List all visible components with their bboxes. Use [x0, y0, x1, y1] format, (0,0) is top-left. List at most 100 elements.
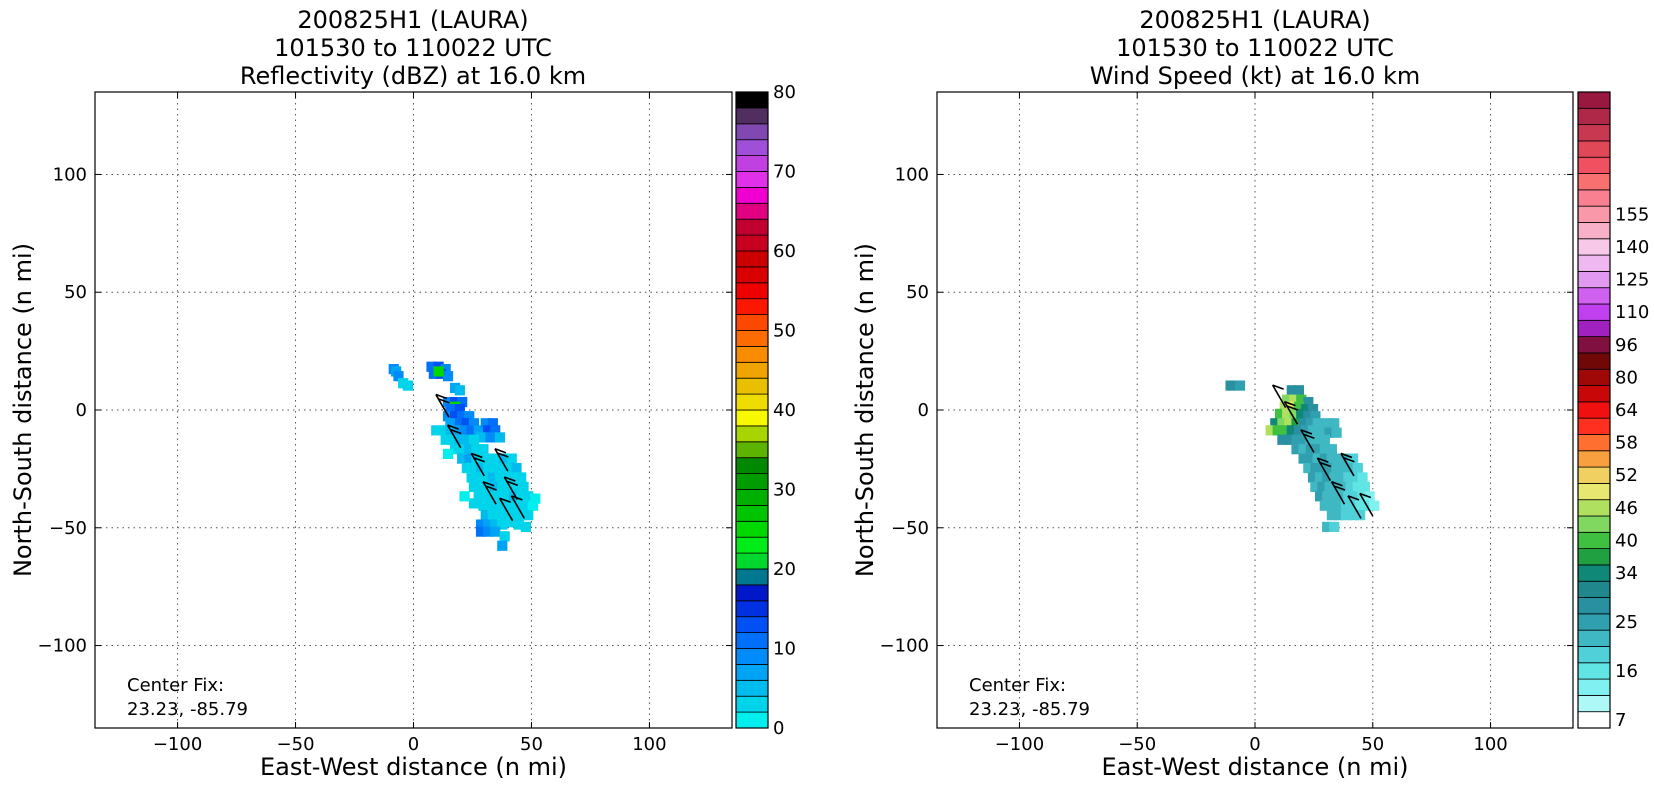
- heatmap-cell: [490, 425, 501, 436]
- colorbar-swatch: [1577, 222, 1611, 240]
- chart-title-line: Reflectivity (dBZ) at 16.0 km: [240, 62, 586, 90]
- heatmap-cell: [1357, 491, 1368, 502]
- heatmap-cell: [1347, 453, 1359, 464]
- heatmap-cell: [501, 510, 513, 521]
- heatmap-cell: [1345, 462, 1356, 474]
- heatmap-cell: [1282, 394, 1293, 405]
- colorbar-swatch: [1577, 613, 1611, 631]
- heatmap-cell: [1326, 444, 1337, 455]
- heatmap-cell: [475, 526, 487, 537]
- heatmap-cell: [468, 481, 480, 492]
- colorbar-swatch: [1577, 597, 1611, 615]
- heatmap-cell: [464, 444, 475, 455]
- colorbar-swatch: [735, 91, 769, 109]
- heatmap-cell: [497, 540, 508, 551]
- heatmap-cell: [485, 500, 496, 511]
- heatmap-cell: [516, 472, 527, 483]
- wind-barb-flag: [1340, 452, 1353, 459]
- heatmap-cell: [1357, 472, 1368, 483]
- x-tick-label: 0: [1249, 734, 1260, 755]
- heatmap-cell: [1336, 472, 1347, 483]
- heatmap-cell: [497, 519, 508, 530]
- heatmap-cell: [1279, 425, 1290, 436]
- heatmap-cell: [1352, 462, 1363, 474]
- x-tick-label: 100: [632, 734, 666, 755]
- heatmap-cell: [1284, 434, 1295, 445]
- colorbar-swatch: [735, 250, 769, 268]
- colorbar-tick-label: 80: [1615, 367, 1638, 388]
- wind-barb-staff: [1330, 481, 1346, 505]
- colorbar-swatch: [735, 361, 769, 379]
- heatmap-cell: [506, 453, 517, 464]
- heatmap-cell: [442, 371, 454, 382]
- heatmap-cell: [523, 510, 534, 521]
- heatmap-cell: [508, 472, 520, 483]
- colorbar-tick-label: 64: [1615, 400, 1638, 421]
- heatmap-cell: [1289, 408, 1300, 419]
- y-tick-label: −100: [880, 636, 929, 657]
- colorbar-swatch: [1577, 515, 1611, 533]
- colorbar-swatch: [735, 282, 769, 300]
- heatmap-cell: [1324, 462, 1335, 474]
- heatmap-cell: [1286, 401, 1297, 412]
- wind-barb-staff: [1283, 401, 1299, 425]
- heatmap-cell: [1303, 396, 1314, 408]
- colorbar-swatch: [735, 536, 769, 554]
- x-axis-label: East-West distance (n mi): [1101, 753, 1408, 781]
- colorbar-tick-label: 40: [1615, 530, 1638, 551]
- chart-title: 200825H1 (LAURA) 101530 to 110022 UTC Wind…: [1090, 6, 1421, 90]
- wind-barb-staff: [435, 394, 450, 418]
- heatmap-cell: [445, 404, 456, 415]
- heatmap-cell: [1329, 521, 1340, 533]
- heatmap-cell: [492, 453, 503, 464]
- heatmap-cell: [1355, 500, 1366, 511]
- colorbar-tick-label: 50: [773, 321, 796, 342]
- heatmap-cell: [438, 425, 449, 436]
- wind-barb-staff: [1359, 493, 1374, 517]
- colorbar-swatch: [735, 123, 769, 141]
- y-tick-label: −50: [49, 518, 87, 539]
- heatmap-cell: [450, 411, 461, 422]
- wind-barb-staff: [446, 424, 462, 449]
- colorbar-swatch: [735, 679, 769, 697]
- heatmap-cell: [508, 510, 520, 521]
- heatmap-cell: [483, 425, 494, 436]
- heatmap-cell: [464, 453, 475, 464]
- heatmap-cell: [1322, 491, 1333, 502]
- colorbar-tick-label: 58: [1615, 433, 1638, 454]
- wind-barb-staff: [1340, 453, 1355, 477]
- x-tick-label: −50: [277, 734, 315, 755]
- heatmap-cell: [480, 472, 491, 483]
- wind-barb-staff: [494, 448, 509, 472]
- heatmap-cell: [483, 462, 494, 474]
- heatmap-cell: [1305, 444, 1316, 455]
- wind-barb-flag: [1319, 461, 1332, 468]
- heatmap-cell: [516, 491, 527, 502]
- heatmap-cell: [1282, 408, 1293, 419]
- colorbar-swatch: [1577, 711, 1611, 729]
- heatmap-cell: [485, 453, 496, 464]
- heatmap-cell: [497, 481, 508, 492]
- heatmap-cell: [452, 425, 463, 436]
- colorbar-swatch: [1577, 336, 1611, 354]
- heatmap-cell: [1329, 491, 1340, 502]
- heatmap-cell: [1293, 401, 1304, 412]
- heatmap-cell: [426, 361, 437, 372]
- heatmap-cell: [1322, 418, 1333, 429]
- colorbar-swatch: [735, 139, 769, 156]
- colorbar-swatch: [1577, 466, 1611, 484]
- heatmap-cell: [1338, 462, 1349, 474]
- colorbar-swatch: [735, 457, 769, 475]
- colorbar-swatch: [735, 504, 769, 522]
- heatmap-cell: [1303, 462, 1314, 474]
- y-tick-label: 100: [53, 164, 87, 185]
- colorbar-tick-label: 20: [773, 559, 796, 580]
- wind-barb-staff: [510, 495, 526, 519]
- colorbar-tick-label: 155: [1615, 204, 1649, 225]
- colorbar-swatch: [1577, 434, 1611, 452]
- heatmap-cell: [442, 448, 454, 459]
- heatmap-cell: [504, 462, 515, 474]
- center-fix-annotation: 23.23, -85.79: [127, 699, 248, 720]
- heatmap-cell: [1355, 510, 1366, 521]
- colorbar-swatch: [735, 266, 769, 284]
